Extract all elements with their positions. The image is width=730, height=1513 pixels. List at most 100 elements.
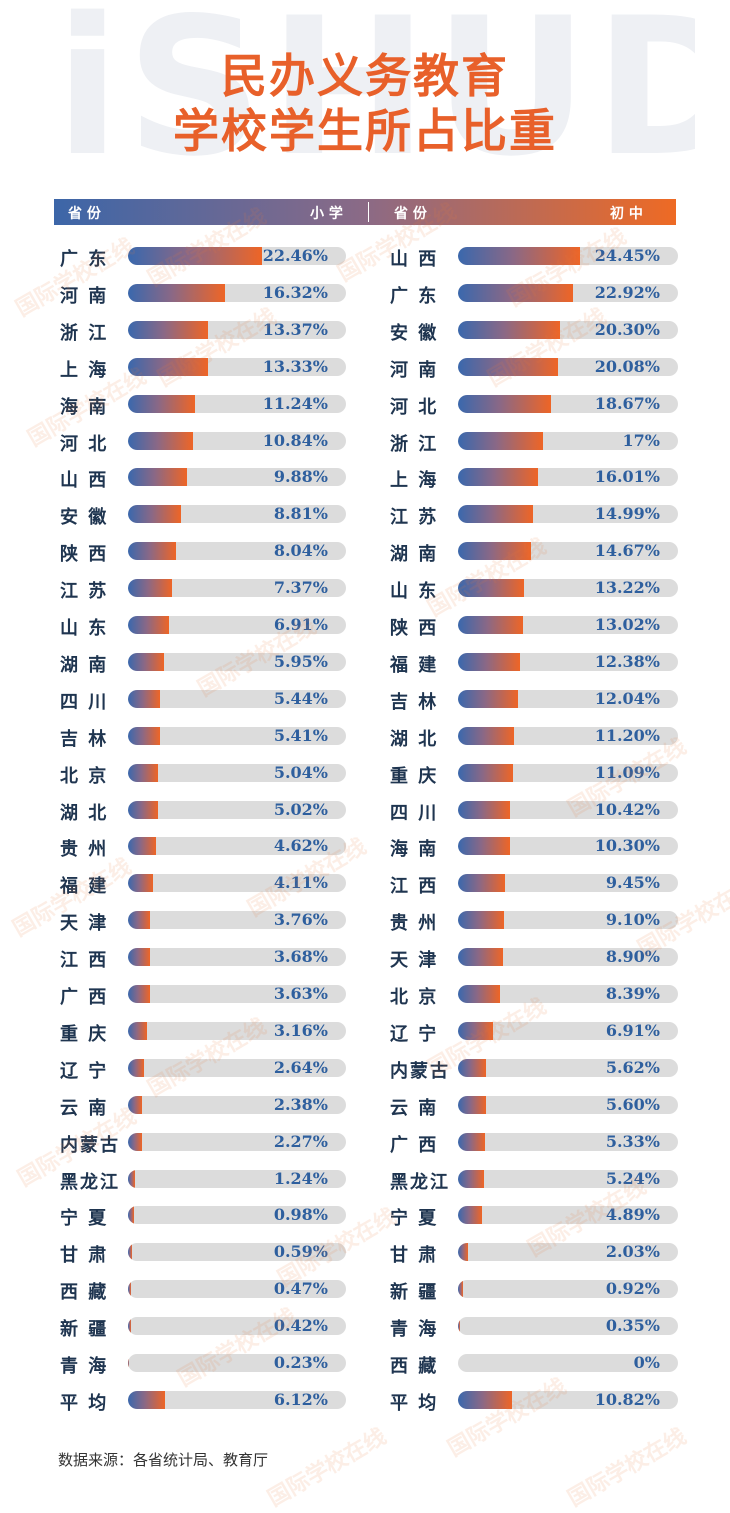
data-label: 5.33% — [605, 1132, 660, 1151]
category-label: 广 东 — [390, 285, 439, 307]
category-label: 宁 夏 — [60, 1208, 109, 1230]
category-label: 福 建 — [390, 654, 439, 676]
category-label: 山 西 — [60, 470, 109, 492]
category-label: 西 藏 — [60, 1282, 109, 1304]
data-label: 4.62% — [273, 837, 328, 856]
data-label: 20.30% — [594, 320, 660, 339]
bar — [458, 616, 524, 634]
bar — [458, 1390, 513, 1409]
data-label: 20.08% — [594, 357, 660, 376]
bar — [458, 1206, 483, 1225]
watermark-text: 国际学校在线 — [443, 1374, 571, 1462]
data-label: 2.38% — [273, 1095, 328, 1114]
bar-track: 12.04% — [458, 689, 678, 708]
chart-title-line-1: 民办义务教育 — [221, 49, 509, 103]
watermark-text: 国际学校在线 — [11, 234, 139, 322]
data-label: 0.35% — [605, 1317, 660, 1336]
bar — [458, 505, 533, 524]
category-label: 平 均 — [60, 1392, 109, 1414]
data-label: 0.47% — [273, 1280, 328, 1299]
bar — [458, 357, 559, 376]
bar-track: 0.59% — [128, 1243, 346, 1262]
bar — [458, 1058, 487, 1077]
bar-track: 9.10% — [458, 911, 678, 930]
bar-track: 10.82% — [458, 1390, 678, 1409]
category-label: 贵 州 — [390, 913, 439, 935]
category-label: 辽 宁 — [60, 1060, 109, 1082]
data-label: 1.24% — [273, 1169, 328, 1188]
bar — [458, 874, 506, 893]
category-label: 内蒙古 — [60, 1134, 120, 1156]
bar — [458, 468, 539, 487]
bar — [128, 1058, 144, 1077]
data-label: 0.98% — [273, 1206, 328, 1225]
bar — [458, 431, 543, 450]
data-label: 10.42% — [594, 800, 660, 819]
data-label: 5.44% — [273, 689, 328, 708]
category-label: 重 庆 — [60, 1023, 109, 1045]
bar — [128, 874, 153, 893]
category-label: 海 南 — [390, 839, 439, 861]
bar — [128, 1317, 131, 1336]
bar — [458, 1317, 460, 1336]
bar — [128, 1095, 143, 1114]
data-label: 12.04% — [594, 689, 660, 708]
category-label: 陕 西 — [60, 544, 109, 566]
category-label: 安 徽 — [390, 322, 439, 344]
data-label: 0.42% — [273, 1317, 328, 1336]
bar — [128, 1021, 147, 1040]
bar-track: 14.99% — [458, 505, 678, 524]
data-label: 5.62% — [605, 1058, 660, 1077]
data-label: 4.89% — [605, 1206, 660, 1225]
bar-track: 5.02% — [128, 800, 346, 819]
category-label: 湖 南 — [390, 544, 439, 566]
data-label: 2.27% — [273, 1132, 328, 1151]
bar-track: 20.30% — [458, 320, 678, 339]
data-label: 8.04% — [273, 542, 328, 561]
category-label: 甘 肃 — [60, 1245, 109, 1267]
data-label: 10.84% — [262, 431, 328, 450]
header-right-province: 省 份 — [394, 206, 427, 222]
bar — [128, 1132, 142, 1151]
data-label: 22.92% — [594, 283, 660, 302]
header-divider — [368, 202, 369, 222]
category-label: 湖 北 — [60, 802, 109, 824]
data-label: 12.38% — [594, 652, 660, 671]
data-label: 5.95% — [273, 652, 328, 671]
data-label: 8.81% — [273, 505, 328, 524]
bar — [128, 616, 170, 634]
bar — [128, 911, 151, 930]
bar — [458, 1021, 493, 1040]
data-label: 0.92% — [605, 1280, 660, 1299]
data-label: 0.23% — [273, 1354, 328, 1372]
watermark-text: 国际学校在线 — [483, 304, 611, 392]
data-label: 13.22% — [594, 579, 660, 598]
data-label: 11.20% — [594, 726, 660, 745]
bar-track: 4.62% — [128, 837, 346, 856]
bar-track: 5.33% — [458, 1132, 678, 1151]
data-label: 24.45% — [594, 247, 660, 265]
data-label: 2.03% — [605, 1243, 660, 1262]
bar — [458, 542, 532, 561]
category-label: 江 苏 — [390, 507, 439, 529]
category-label: 江 苏 — [60, 581, 109, 603]
bar — [128, 579, 173, 598]
data-label: 3.76% — [273, 911, 328, 930]
bar — [128, 1354, 130, 1372]
bar — [128, 283, 226, 302]
data-label: 9.45% — [605, 874, 660, 893]
data-label: 13.02% — [594, 616, 660, 634]
bar-track: 11.24% — [128, 394, 346, 413]
bar — [128, 652, 164, 671]
watermark-text: 国际学校在线 — [263, 1424, 391, 1512]
data-label: 5.41% — [273, 726, 328, 745]
data-label: 14.99% — [594, 505, 660, 524]
data-label: 8.90% — [605, 948, 660, 967]
bar — [128, 800, 158, 819]
bar-track: 6.12% — [128, 1390, 346, 1409]
category-label: 内蒙古 — [390, 1060, 450, 1082]
bar-track: 12.38% — [458, 652, 678, 671]
category-label: 江 西 — [60, 950, 109, 972]
data-label: 3.63% — [273, 985, 328, 1003]
bar-track: 5.24% — [458, 1169, 678, 1188]
